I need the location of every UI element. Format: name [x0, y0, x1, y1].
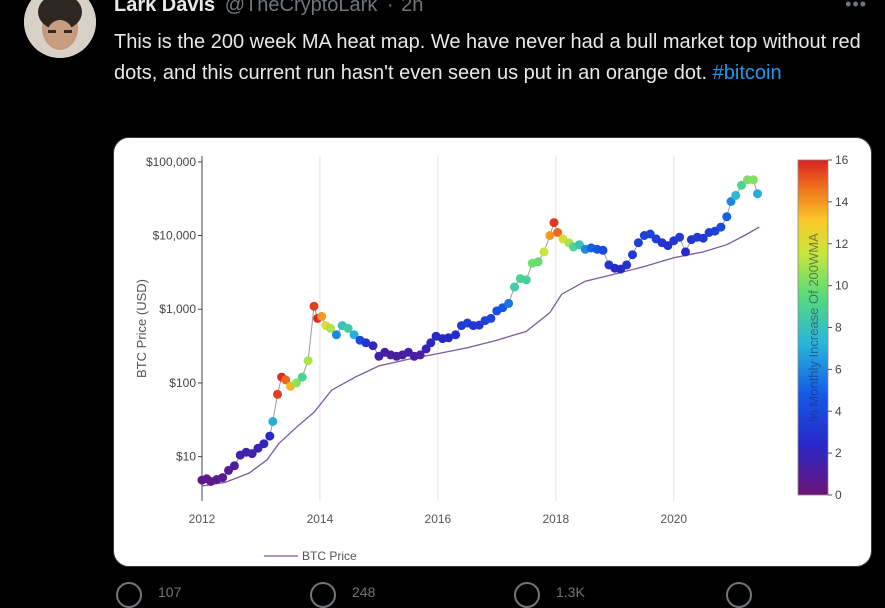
price-dot — [598, 245, 608, 255]
price-dot — [268, 417, 278, 426]
price-dot — [698, 233, 708, 243]
price-dot — [361, 338, 371, 348]
reply-icon[interactable] — [116, 582, 142, 608]
colorbar-tick-label: 10 — [835, 279, 849, 293]
price-dot — [681, 247, 690, 257]
price-dot — [343, 323, 353, 333]
price-dot — [291, 378, 301, 388]
y-tick-label: $100,000 — [146, 155, 196, 169]
price-dot — [444, 333, 453, 343]
author-name[interactable]: Lark Davis — [114, 0, 216, 16]
colorbar-tick-label: 4 — [835, 404, 842, 418]
retweet-count: 248 — [352, 584, 376, 600]
price-dot — [331, 330, 341, 340]
price-dot — [218, 473, 228, 483]
x-tick-label: 2018 — [542, 512, 569, 526]
price-dot — [451, 330, 461, 340]
chart-image-card[interactable]: 2012 2014 2016 2018 2020 $10 $100 $1,000 $10,000… — [113, 137, 872, 567]
reply-count: 107 — [158, 584, 182, 600]
price-dot — [633, 238, 643, 248]
btc-heatmap-chart: 2012 2014 2016 2018 2020$10$100$1,000$10,000… — [134, 153, 849, 563]
price-dot — [259, 439, 269, 449]
colorbar-tick-label: 0 — [835, 488, 842, 502]
price-dot — [317, 311, 327, 321]
ma-200w-line — [201, 226, 760, 487]
price-dot — [716, 222, 726, 232]
like-count: 1.3K — [556, 584, 585, 600]
price-dot — [229, 461, 239, 471]
colorbar-label: % Monthly Increase Of 200WMA — [806, 233, 821, 422]
x-tick-label: 2012 — [189, 512, 216, 526]
price-dot — [273, 389, 282, 399]
price-dot — [265, 431, 275, 441]
price-dot — [731, 190, 741, 200]
price-dot — [722, 212, 732, 222]
y-axis-label: BTC Price (USD) — [134, 279, 149, 378]
price-dot — [748, 175, 758, 185]
share-icon[interactable] — [726, 582, 752, 608]
price-dot — [486, 313, 496, 323]
y-tick-label: $10,000 — [153, 229, 197, 243]
price-dot — [539, 247, 549, 257]
price-dot — [326, 323, 336, 333]
price-dot — [545, 231, 555, 240]
colorbar-tick-label: 12 — [835, 237, 849, 251]
price-dot — [281, 375, 291, 385]
y-tick-label: $10 — [176, 450, 196, 464]
price-dot — [368, 341, 378, 351]
price-dot — [645, 229, 655, 239]
x-tick-label: 2016 — [425, 512, 452, 526]
price-dot — [421, 344, 431, 354]
price-dot — [675, 232, 685, 242]
author-handle[interactable]: @TheCryptoLark — [224, 0, 378, 16]
hashtag-link[interactable]: #bitcoin — [712, 62, 782, 84]
price-dot — [753, 189, 762, 199]
tweet-actions: 107 248 1.3K — [114, 582, 754, 608]
colorbar-tick-label: 16 — [835, 153, 849, 167]
tweet-header: Lark Davis @TheCryptoLark · 2h — [114, 0, 423, 17]
x-tick-label: 2014 — [307, 512, 334, 526]
price-dot — [415, 350, 425, 360]
price-dot — [737, 180, 747, 190]
price-dot — [663, 241, 673, 251]
y-tick-label: $100 — [169, 376, 196, 390]
separator-dot: · — [386, 0, 394, 16]
price-dot — [726, 197, 736, 206]
price-dot — [510, 282, 519, 292]
price-dot — [426, 338, 436, 348]
tweet-body: This is the 200 week MA heat map. We hav… — [114, 31, 861, 84]
x-tick-label: 2020 — [660, 512, 687, 526]
price-dot — [303, 356, 313, 366]
price-dot — [349, 330, 359, 340]
legend-label: BTC Price — [302, 549, 357, 563]
colorbar-tick-label: 2 — [835, 446, 842, 460]
more-options-icon[interactable]: ••• — [845, 0, 867, 14]
price-dot — [521, 275, 531, 285]
like-icon[interactable] — [514, 582, 540, 608]
price-dot — [297, 372, 307, 382]
price-dot — [504, 298, 514, 308]
price-dot — [549, 218, 559, 228]
y-tick-label: $1,000 — [159, 302, 196, 316]
colorbar-tick-label: 6 — [835, 362, 842, 376]
colorbar-tick-label: 8 — [835, 321, 842, 335]
price-dot — [628, 250, 637, 260]
price-dot — [553, 228, 563, 237]
author-avatar[interactable] — [24, 0, 96, 58]
price-dot — [309, 301, 319, 311]
tweet-text: This is the 200 week MA heat map. We hav… — [114, 27, 864, 89]
price-dot — [622, 260, 632, 270]
tweet-time[interactable]: 2h — [401, 0, 424, 16]
price-dot — [247, 449, 257, 459]
price-dot — [533, 257, 543, 267]
colorbar-tick-label: 14 — [835, 195, 849, 209]
retweet-icon[interactable] — [310, 582, 336, 608]
